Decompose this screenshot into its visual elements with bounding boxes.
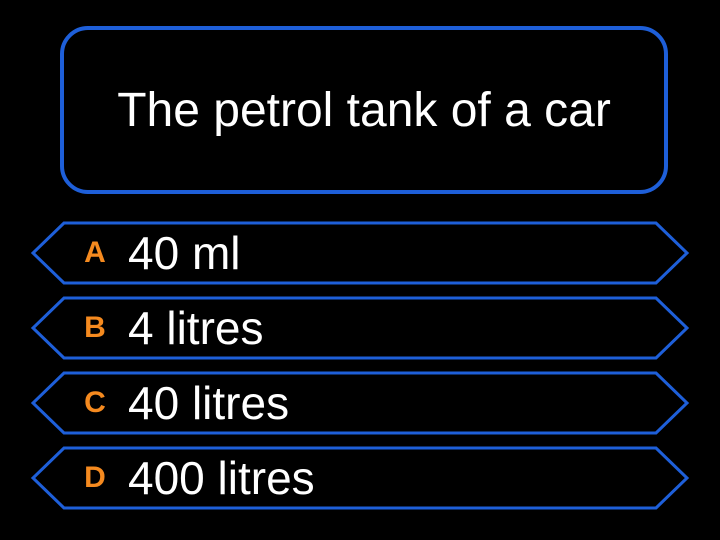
answer-letter: A xyxy=(68,236,122,270)
answer-option-a[interactable]: A 40 ml xyxy=(30,220,690,286)
answer-text: 40 litres xyxy=(128,376,289,430)
answer-letter: B xyxy=(68,311,122,345)
answer-content: A 40 ml xyxy=(30,220,690,286)
answers-list: A 40 ml B 4 litres C 40 litres xyxy=(30,220,690,520)
answer-content: C 40 litres xyxy=(30,370,690,436)
answer-letter: C xyxy=(68,386,122,420)
answer-text: 400 litres xyxy=(128,451,315,505)
answer-content: B 4 litres xyxy=(30,295,690,361)
answer-option-b[interactable]: B 4 litres xyxy=(30,295,690,361)
answer-text: 4 litres xyxy=(128,301,263,355)
answer-content: D 400 litres xyxy=(30,445,690,511)
answer-text: 40 ml xyxy=(128,226,240,280)
answer-letter: D xyxy=(68,461,122,495)
question-text: The petrol tank of a car xyxy=(117,83,611,138)
answer-option-d[interactable]: D 400 litres xyxy=(30,445,690,511)
quiz-screen: The petrol tank of a car A 40 ml B 4 lit… xyxy=(0,0,720,540)
question-box: The petrol tank of a car xyxy=(60,26,668,194)
answer-option-c[interactable]: C 40 litres xyxy=(30,370,690,436)
